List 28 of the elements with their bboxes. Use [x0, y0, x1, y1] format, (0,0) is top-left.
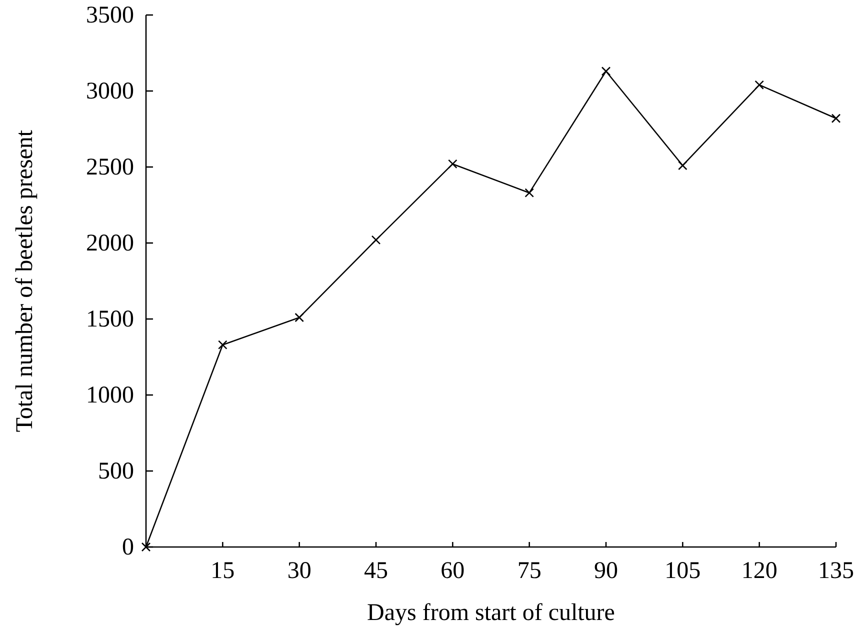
x-tick-label: 15	[210, 558, 235, 584]
point	[678, 160, 688, 170]
y-tick-label: 1500	[86, 306, 134, 333]
y-tick-label: 2500	[86, 154, 134, 181]
y-tick-label: 500	[98, 458, 134, 485]
x-tick-label: 60	[440, 558, 465, 584]
y-tick-label: 3000	[86, 78, 134, 105]
point	[371, 235, 381, 245]
y-tick-label: 0	[122, 534, 134, 561]
point	[218, 340, 228, 350]
x-tick-label: 45	[364, 558, 388, 584]
x-tick-label: 30	[287, 558, 312, 584]
y-tick-label: 2000	[86, 230, 134, 257]
x-tick-label: 135	[818, 558, 854, 584]
y-tick-label: 1000	[86, 382, 134, 409]
y-axis-title: Total number of beetles present	[12, 130, 38, 432]
x-tick-label: 90	[594, 558, 618, 584]
x-tick-label: 105	[664, 558, 701, 584]
point	[754, 80, 764, 90]
point	[831, 114, 841, 124]
point	[524, 188, 534, 198]
point	[294, 312, 304, 322]
point	[601, 66, 611, 76]
point	[448, 159, 458, 169]
x-axis-title: Days from start of culture	[367, 600, 615, 626]
x-tick-label: 75	[517, 558, 542, 584]
x-tick-label: 120	[741, 558, 778, 584]
y-tick-label: 3500	[86, 2, 134, 29]
